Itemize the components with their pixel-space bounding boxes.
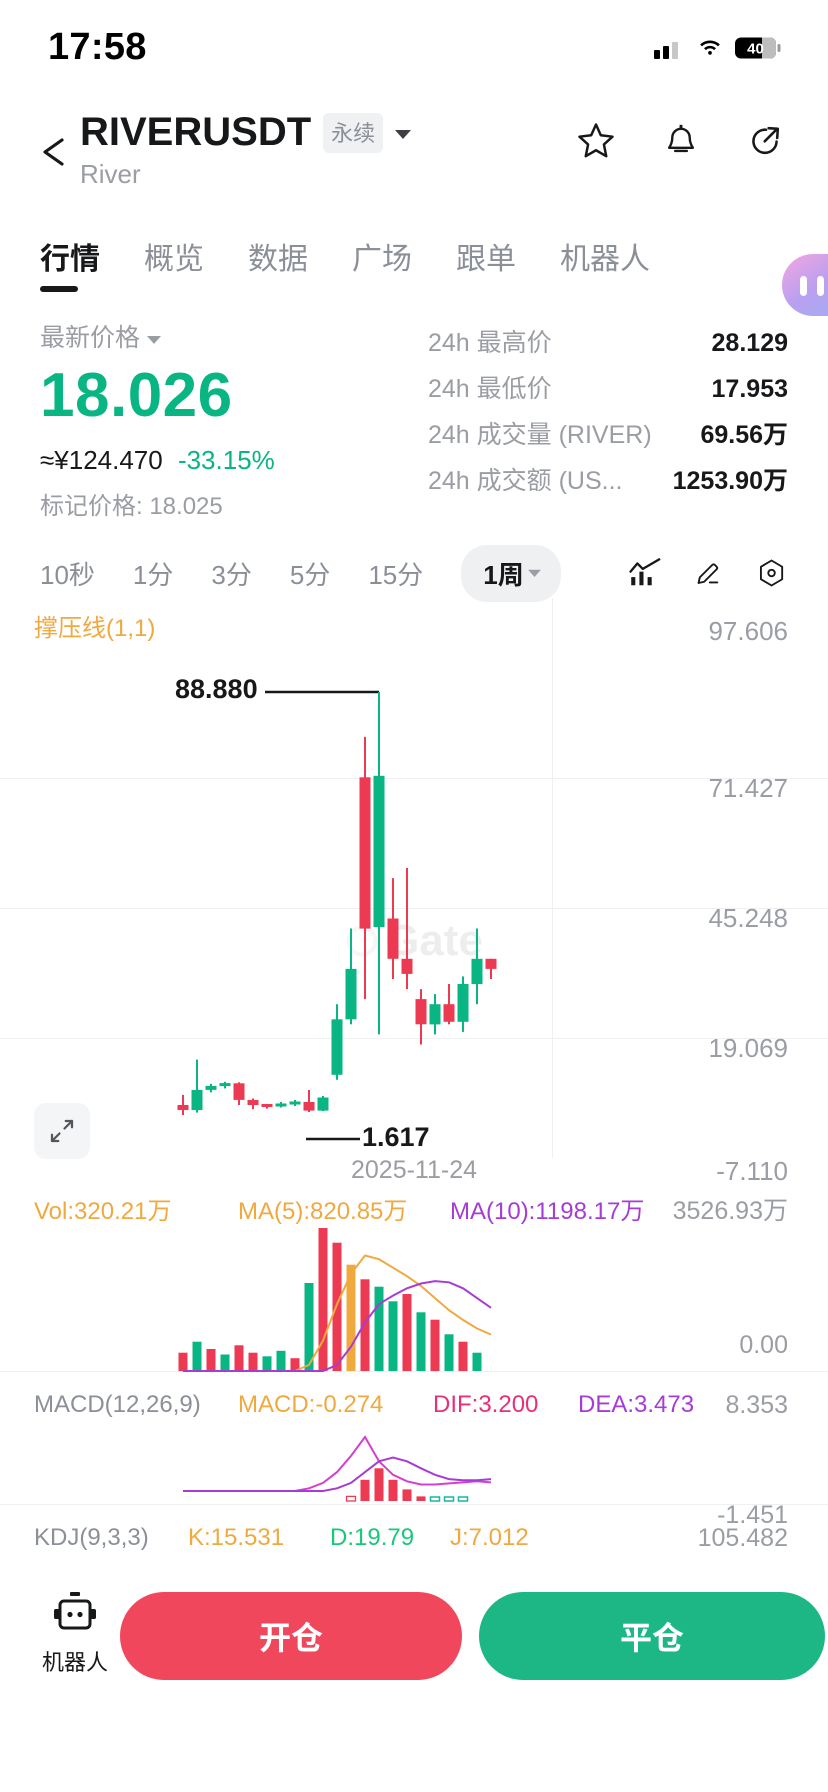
svg-text:40: 40 <box>747 41 764 58</box>
